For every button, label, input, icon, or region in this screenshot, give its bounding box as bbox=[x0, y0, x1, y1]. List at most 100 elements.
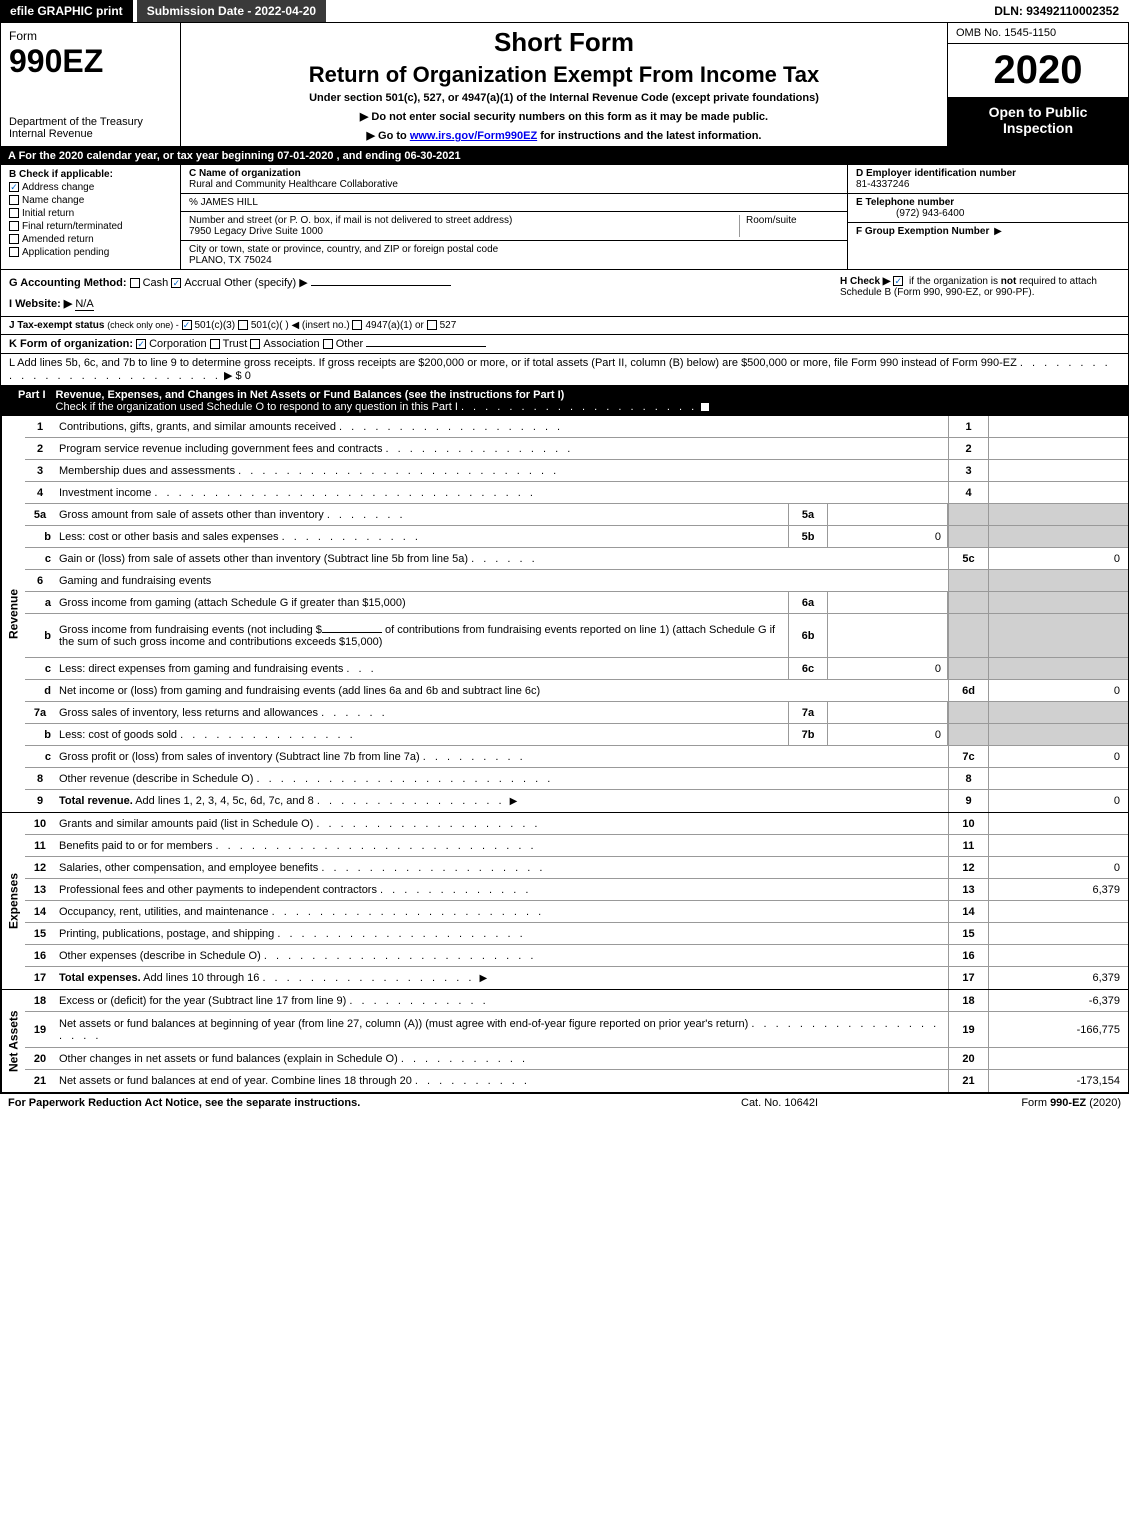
check-4947[interactable] bbox=[352, 320, 362, 330]
check-accrual[interactable] bbox=[171, 278, 181, 288]
bcdef-section: B Check if applicable: Address change Na… bbox=[0, 165, 1129, 270]
form-ref: Form 990-EZ (2020) bbox=[941, 1097, 1121, 1109]
check-527[interactable] bbox=[427, 320, 437, 330]
accounting-row: G Accounting Method: Cash Accrual Other … bbox=[0, 270, 1129, 317]
l8-value bbox=[988, 768, 1128, 789]
l1-value bbox=[988, 416, 1128, 437]
dln-number: DLN: 93492110002352 bbox=[984, 0, 1129, 22]
room-label: Room/suite bbox=[746, 215, 797, 226]
form-number: 990EZ bbox=[9, 43, 172, 80]
b-checkboxes: B Check if applicable: Address change Na… bbox=[1, 165, 181, 269]
top-bar: efile GRAPHIC print Submission Date - 20… bbox=[0, 0, 1129, 23]
l13-value: 6,379 bbox=[988, 879, 1128, 900]
irs-link[interactable]: www.irs.gov/Form990EZ bbox=[410, 130, 537, 142]
l3-value bbox=[988, 460, 1128, 481]
dept-treasury: Department of the Treasury Internal Reve… bbox=[9, 116, 172, 140]
l15-value bbox=[988, 923, 1128, 944]
ein-label: D Employer identification number bbox=[856, 168, 1016, 179]
l7c-value: 0 bbox=[988, 746, 1128, 767]
check-application-pending[interactable] bbox=[9, 247, 19, 257]
website-value: N/A bbox=[75, 298, 93, 311]
goto-instructions: ▶ Go to www.irs.gov/Form990EZ for instru… bbox=[189, 129, 939, 142]
tax-year: 2020 bbox=[948, 44, 1128, 98]
warning-text: ▶ Do not enter social security numbers o… bbox=[189, 110, 939, 123]
check-final-return[interactable] bbox=[9, 221, 19, 231]
main-title: Return of Organization Exempt From Incom… bbox=[189, 62, 939, 88]
omb-number: OMB No. 1545-1150 bbox=[948, 23, 1128, 44]
l5c-value: 0 bbox=[988, 548, 1128, 569]
l10-value bbox=[988, 813, 1128, 834]
l6d-value: 0 bbox=[988, 680, 1128, 701]
l20-value bbox=[988, 1048, 1128, 1069]
b-title: B Check if applicable: bbox=[9, 169, 172, 180]
part-1-label: Part I bbox=[8, 389, 56, 413]
org-name: Rural and Community Healthcare Collabora… bbox=[189, 179, 398, 190]
l6a-value bbox=[828, 592, 948, 613]
l5a-value bbox=[828, 504, 948, 525]
check-501c3[interactable] bbox=[182, 320, 192, 330]
cat-number: Cat. No. 10642I bbox=[741, 1097, 941, 1109]
l16-value bbox=[988, 945, 1128, 966]
check-amended-return[interactable] bbox=[9, 234, 19, 244]
l2-value bbox=[988, 438, 1128, 459]
c-org-info: C Name of organization Rural and Communi… bbox=[181, 165, 848, 269]
l6c-value: 0 bbox=[828, 658, 948, 679]
l19-value: -166,775 bbox=[988, 1012, 1128, 1047]
l14-value bbox=[988, 901, 1128, 922]
telephone-label: E Telephone number bbox=[856, 197, 954, 208]
form-header: Form 990EZ Department of the Treasury In… bbox=[0, 23, 1129, 147]
l-gross-receipts-row: L Add lines 5b, 6c, and 7b to line 9 to … bbox=[0, 354, 1129, 386]
expenses-side-label: Expenses bbox=[1, 813, 25, 989]
submission-date: Submission Date - 2022-04-20 bbox=[137, 0, 326, 22]
check-schedule-b[interactable] bbox=[893, 276, 903, 286]
gross-receipts-value: 0 bbox=[245, 370, 251, 382]
paperwork-notice: For Paperwork Reduction Act Notice, see … bbox=[8, 1097, 741, 1109]
check-501c[interactable] bbox=[238, 320, 248, 330]
a-tax-year-row: A For the 2020 calendar year, or tax yea… bbox=[0, 147, 1129, 165]
l5b-value: 0 bbox=[828, 526, 948, 547]
open-public-inspection: Open to Public Inspection bbox=[948, 98, 1128, 146]
arrow-icon: ▶ bbox=[994, 226, 1002, 237]
revenue-side-label: Revenue bbox=[1, 416, 25, 812]
check-cash[interactable] bbox=[130, 278, 140, 288]
efile-print-button[interactable]: efile GRAPHIC print bbox=[0, 0, 133, 22]
c-name-label: C Name of organization bbox=[189, 168, 301, 179]
l17-value: 6,379 bbox=[988, 967, 1128, 989]
d-col: D Employer identification number 81-4337… bbox=[848, 165, 1128, 269]
l7a-value bbox=[828, 702, 948, 723]
check-trust[interactable] bbox=[210, 339, 220, 349]
city-label: City or town, state or province, country… bbox=[189, 244, 498, 255]
l21-value: -173,154 bbox=[988, 1070, 1128, 1092]
street-label: Number and street (or P. O. box, if mail… bbox=[189, 215, 512, 226]
co-name: % JAMES HILL bbox=[181, 194, 847, 212]
check-address-change[interactable] bbox=[9, 182, 19, 192]
form-label: Form bbox=[9, 29, 172, 43]
l11-value bbox=[988, 835, 1128, 856]
group-exemption-label: F Group Exemption Number bbox=[856, 226, 989, 237]
part-1-header: Part I Revenue, Expenses, and Changes in… bbox=[0, 386, 1129, 416]
net-assets-side-label: Net Assets bbox=[1, 990, 25, 1092]
l6b-value bbox=[828, 614, 948, 657]
check-other[interactable] bbox=[323, 339, 333, 349]
check-corporation[interactable] bbox=[136, 339, 146, 349]
l12-value: 0 bbox=[988, 857, 1128, 878]
l18-value: -6,379 bbox=[988, 990, 1128, 1011]
telephone-value: (972) 943-6400 bbox=[856, 208, 964, 219]
l7b-value: 0 bbox=[828, 724, 948, 745]
short-form-title: Short Form bbox=[189, 27, 939, 58]
i-website-label: I Website: ▶ bbox=[9, 298, 72, 310]
street-address: 7950 Legacy Drive Suite 1000 bbox=[189, 226, 323, 237]
check-initial-return[interactable] bbox=[9, 208, 19, 218]
page-footer: For Paperwork Reduction Act Notice, see … bbox=[0, 1093, 1129, 1112]
subtitle: Under section 501(c), 527, or 4947(a)(1)… bbox=[189, 92, 939, 104]
ein-value: 81-4337246 bbox=[856, 179, 909, 190]
g-label: G Accounting Method: bbox=[9, 277, 127, 289]
l4-value bbox=[988, 482, 1128, 503]
k-org-form-row: K Form of organization: Corporation Trus… bbox=[0, 335, 1129, 354]
city-state-zip: PLANO, TX 75024 bbox=[189, 255, 272, 266]
check-association[interactable] bbox=[250, 339, 260, 349]
check-name-change[interactable] bbox=[9, 195, 19, 205]
check-schedule-o[interactable] bbox=[700, 402, 710, 412]
j-tax-exempt-row: J Tax-exempt status (check only one) - 5… bbox=[0, 317, 1129, 335]
l9-value: 0 bbox=[988, 790, 1128, 812]
